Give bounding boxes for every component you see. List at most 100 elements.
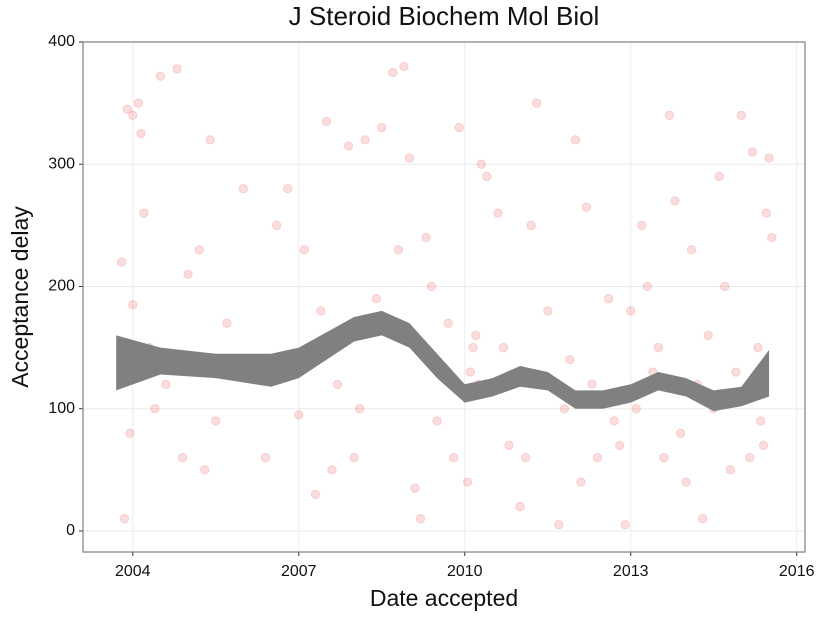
point xyxy=(736,110,747,121)
point xyxy=(697,514,708,524)
point xyxy=(150,404,160,414)
point xyxy=(205,135,215,145)
point xyxy=(128,300,138,310)
point xyxy=(316,306,326,316)
point xyxy=(200,465,210,475)
point xyxy=(222,318,232,328)
point xyxy=(454,122,464,133)
point xyxy=(493,208,503,218)
point xyxy=(603,294,614,304)
point xyxy=(581,202,592,212)
y-tick-label: 100 xyxy=(48,400,75,417)
point xyxy=(587,379,597,389)
point xyxy=(327,465,337,475)
point xyxy=(360,135,370,145)
point xyxy=(565,355,575,365)
point xyxy=(681,477,691,487)
point xyxy=(576,477,586,487)
point xyxy=(531,98,542,108)
point xyxy=(758,440,769,451)
point xyxy=(443,318,453,328)
point xyxy=(631,404,641,414)
point xyxy=(559,404,570,414)
point xyxy=(371,294,381,304)
point xyxy=(399,61,409,72)
point xyxy=(764,153,774,163)
point xyxy=(183,269,193,279)
point xyxy=(526,220,536,231)
point xyxy=(520,452,531,463)
x-tick-label: 2007 xyxy=(281,563,317,580)
point xyxy=(675,428,686,438)
point xyxy=(136,128,146,139)
point xyxy=(321,116,332,127)
point xyxy=(498,342,509,353)
point xyxy=(471,330,481,341)
point xyxy=(686,245,697,255)
point xyxy=(119,514,130,524)
point xyxy=(725,465,736,475)
point xyxy=(332,379,343,389)
point xyxy=(720,281,730,292)
point xyxy=(432,416,442,426)
point xyxy=(642,281,653,292)
point xyxy=(294,410,304,420)
point xyxy=(133,98,144,108)
point xyxy=(271,220,282,231)
plot-border xyxy=(82,41,806,553)
y-axis-title: Acceptance delay xyxy=(7,206,33,388)
point xyxy=(354,404,365,414)
point xyxy=(404,153,415,163)
point xyxy=(128,110,138,121)
point xyxy=(310,489,321,500)
point xyxy=(714,171,724,182)
point xyxy=(260,452,271,463)
point xyxy=(172,64,182,74)
point xyxy=(410,483,420,493)
point xyxy=(592,452,603,463)
y-tick-label: 0 xyxy=(66,522,75,539)
y-tick-label: 400 xyxy=(48,33,75,50)
point xyxy=(703,330,713,341)
point xyxy=(238,183,249,194)
x-tick-label: 2004 xyxy=(115,563,151,580)
point xyxy=(139,208,149,218)
point xyxy=(554,520,564,530)
point xyxy=(731,367,741,377)
point xyxy=(125,428,135,438)
point xyxy=(653,342,664,353)
point xyxy=(462,477,473,487)
point xyxy=(349,452,359,463)
point xyxy=(177,452,188,463)
point xyxy=(468,342,478,353)
point xyxy=(637,220,647,231)
point xyxy=(426,281,437,292)
point xyxy=(747,147,758,157)
point xyxy=(664,110,675,121)
point xyxy=(122,104,132,114)
point xyxy=(753,342,763,353)
point xyxy=(343,141,354,151)
point xyxy=(504,440,514,451)
point xyxy=(299,245,310,255)
point xyxy=(482,171,492,182)
point xyxy=(465,367,475,377)
point xyxy=(393,245,404,255)
point xyxy=(626,306,636,316)
point xyxy=(476,159,487,169)
point xyxy=(659,452,669,463)
x-tick-label: 2016 xyxy=(779,563,815,580)
point xyxy=(194,245,204,255)
point xyxy=(155,71,166,81)
point xyxy=(670,196,680,206)
point xyxy=(211,416,221,426)
point xyxy=(744,452,755,463)
point xyxy=(388,67,398,78)
point xyxy=(614,440,625,451)
x-axis-title: Date accepted xyxy=(370,585,518,611)
point xyxy=(620,520,630,530)
point xyxy=(117,257,127,267)
x-tick-label: 2013 xyxy=(613,563,649,580)
point xyxy=(570,135,581,145)
